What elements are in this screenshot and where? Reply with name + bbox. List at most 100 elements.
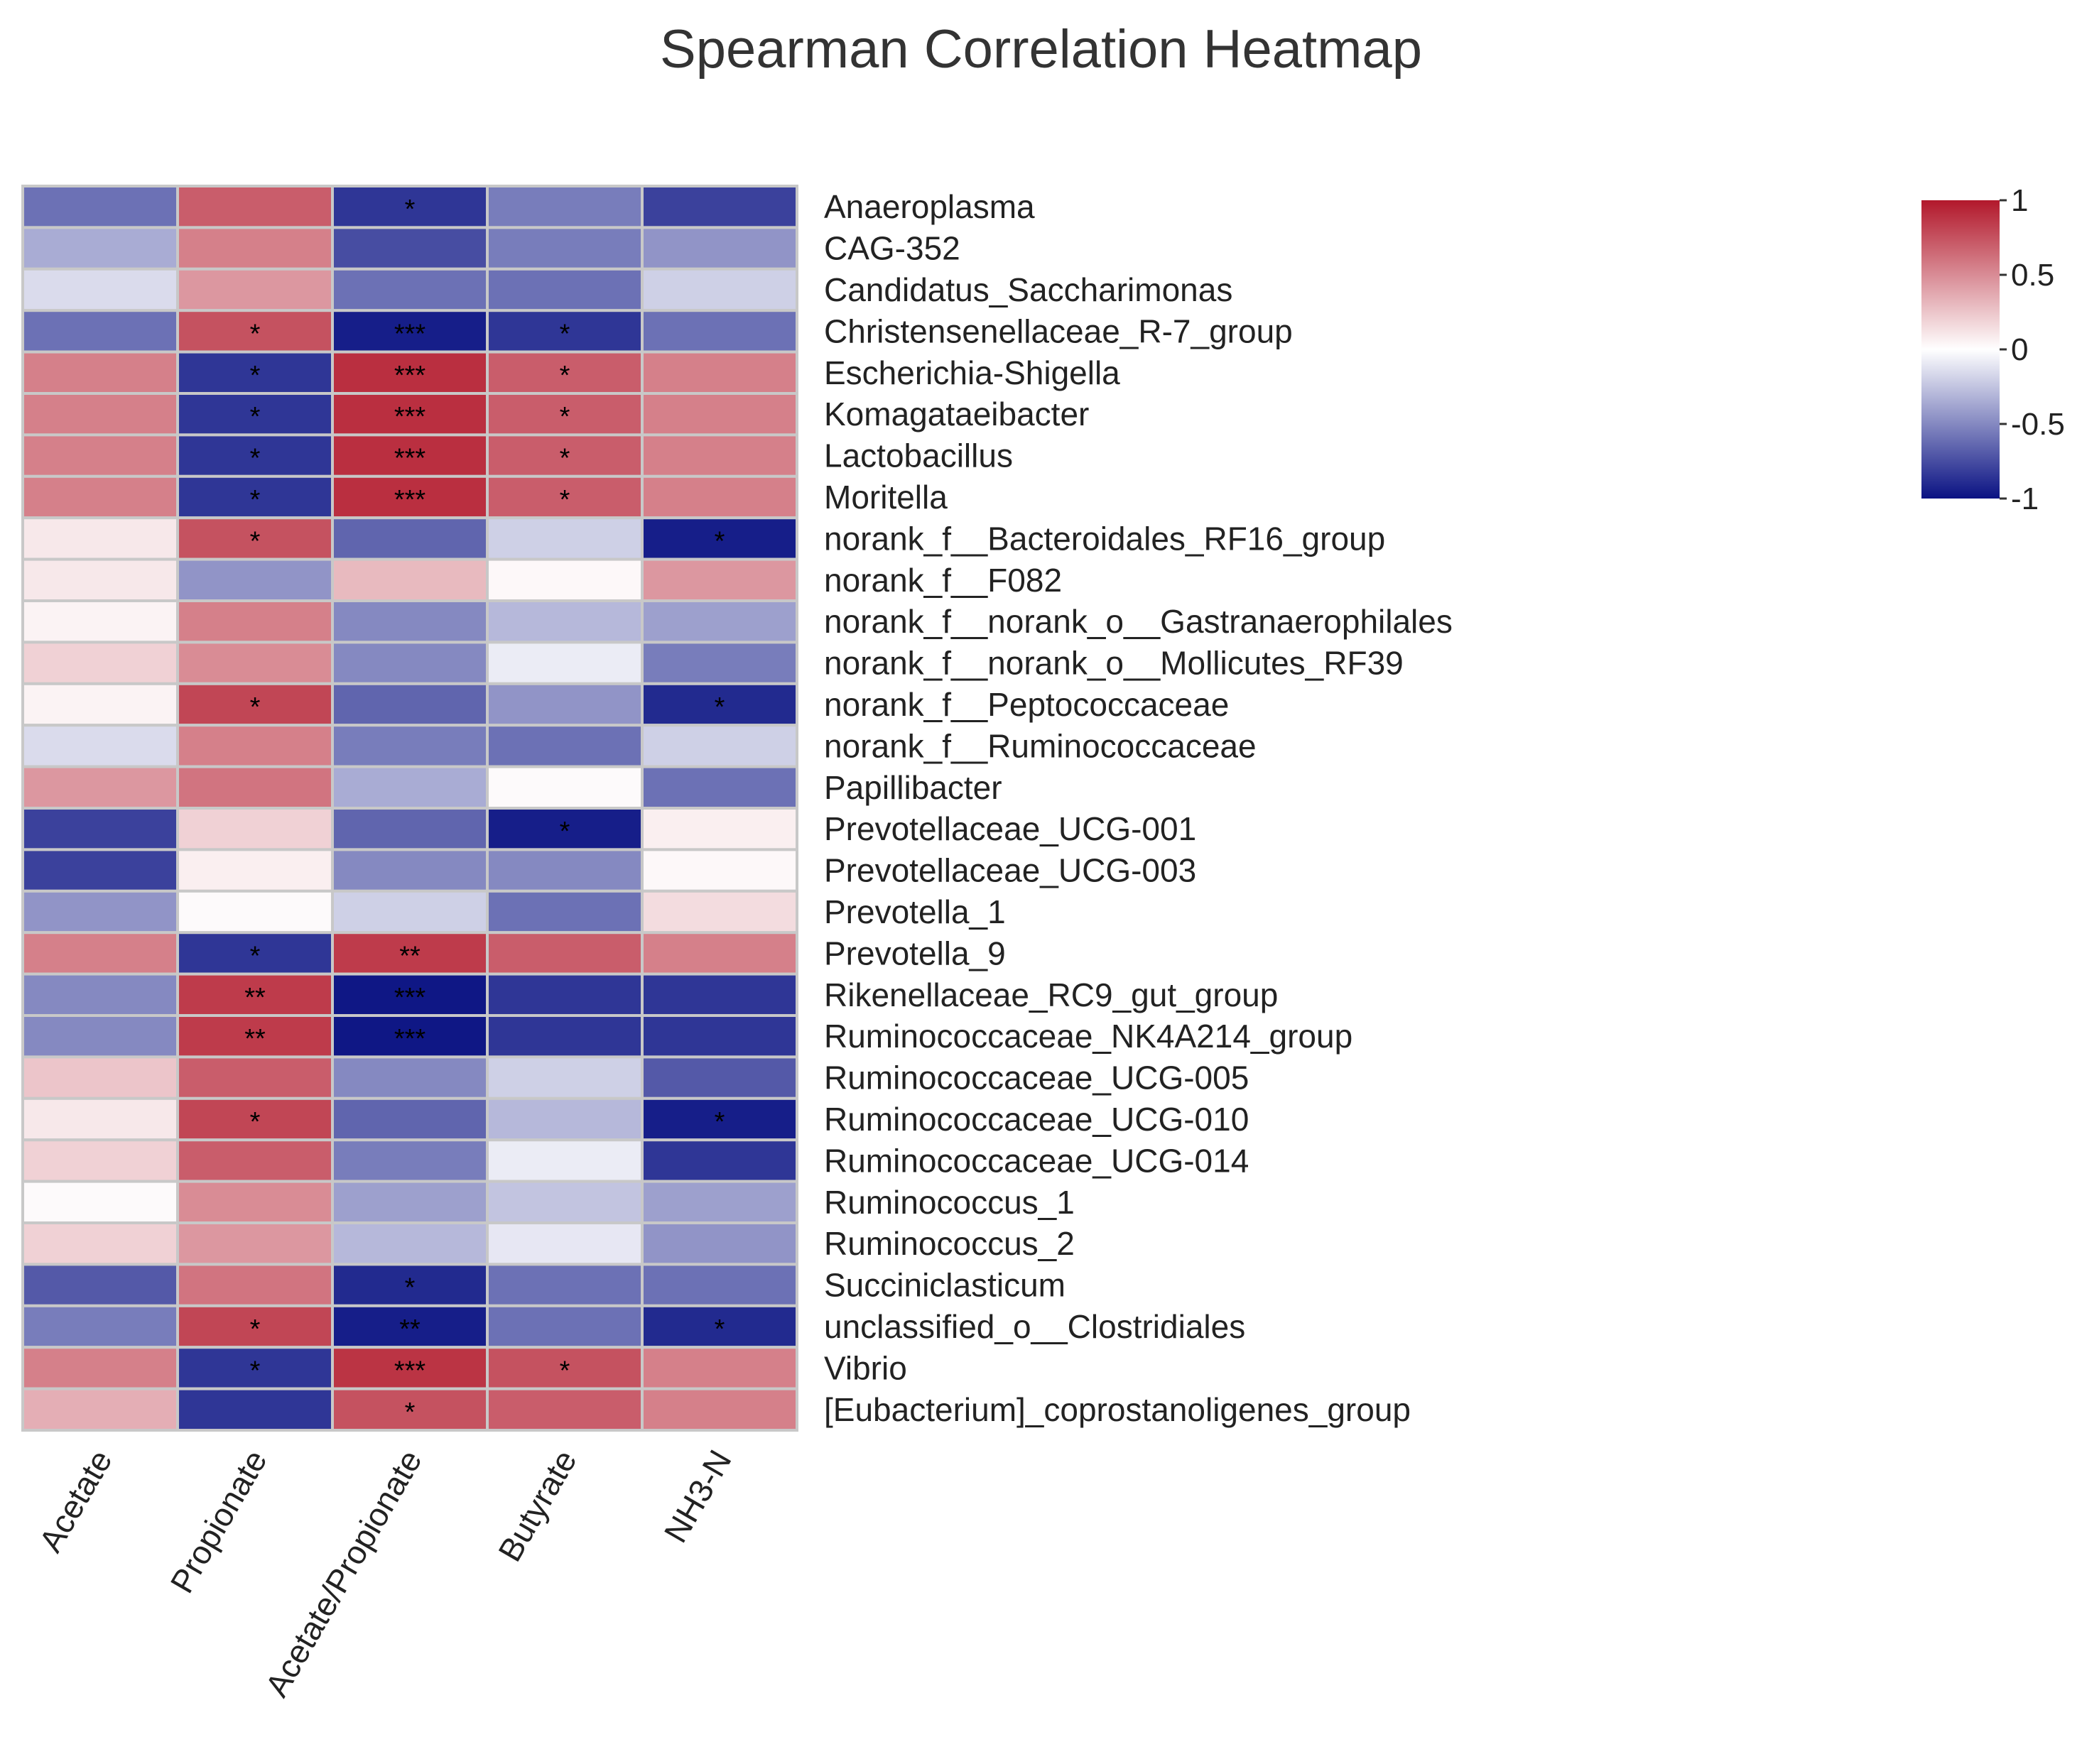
row-label: unclassified_o__Clostridiales: [824, 1308, 1245, 1345]
heatmap-cell: [641, 972, 798, 1017]
heatmap-cell: [641, 599, 798, 644]
row-label: Ruminococcaceae_NK4A214_group: [824, 1018, 1352, 1055]
significance-mark: *: [405, 1398, 416, 1427]
row-label: norank_f__Bacteroidales_RF16_group: [824, 520, 1385, 557]
heatmap-cell: [641, 848, 798, 893]
heatmap-cell: [331, 682, 489, 727]
heatmap-cell: [331, 641, 489, 685]
heatmap-cell: [21, 226, 179, 271]
heatmap-cell: [486, 557, 644, 602]
heatmap-cell: [641, 1055, 798, 1100]
heatmap-cell: [641, 433, 798, 478]
row-label: norank_f__Peptococcaceae: [824, 686, 1229, 723]
significance-mark: *: [560, 1356, 570, 1385]
colorbar-gradient: [1921, 200, 2000, 499]
heatmap-cell: [486, 1138, 644, 1183]
heatmap-cell: [641, 474, 798, 520]
heatmap-cell: [21, 1138, 179, 1183]
heatmap-cell: [641, 1263, 798, 1307]
heatmap-cell: [21, 599, 179, 644]
significance-mark: ***: [394, 402, 426, 432]
significance-mark: *: [250, 319, 261, 349]
heatmap-cell: [486, 1221, 644, 1266]
heatmap-cell: [176, 1387, 334, 1432]
heatmap-cell: [176, 1180, 334, 1224]
heatmap-cell: [641, 267, 798, 312]
heatmap-cell: [486, 350, 644, 396]
heatmap-cell: [486, 1180, 644, 1224]
significance-mark: *: [250, 1107, 261, 1137]
significance-mark: *: [560, 444, 570, 474]
heatmap-cell: [21, 1180, 179, 1224]
significance-mark: ***: [394, 1024, 426, 1054]
heatmap-cell: [331, 724, 489, 768]
heatmap-cell: [331, 848, 489, 893]
significance-mark: *: [715, 692, 725, 722]
colorbar-tick-label: -0.5: [2011, 407, 2065, 442]
heatmap-cell: [176, 1221, 334, 1266]
row-label: Prevotella_9: [824, 935, 1006, 971]
heatmap-cell: [331, 1180, 489, 1224]
row-label: Rikenellaceae_RC9_gut_group: [824, 976, 1278, 1013]
heatmap-cell: [641, 1138, 798, 1183]
heatmap-cell: [21, 641, 179, 685]
heatmap-cell: [176, 599, 334, 644]
heatmap-cell: [176, 1263, 334, 1307]
significance-mark: *: [250, 402, 261, 432]
heatmap-cell: [21, 185, 179, 229]
significance-mark: ***: [394, 319, 426, 349]
heatmap-cell: [21, 1096, 179, 1142]
heatmap-cell: [176, 557, 334, 602]
heatmap-cell: [176, 1055, 334, 1100]
row-label: Ruminococcus_1: [824, 1184, 1075, 1221]
heatmap-cell: [331, 1346, 489, 1390]
row-label: norank_f__norank_o__Gastranaerophilales: [824, 603, 1453, 640]
significance-mark: ***: [394, 485, 426, 515]
heatmap-cell: [331, 1221, 489, 1266]
heatmap-cell: [331, 1138, 489, 1183]
colorbar-tick-label: 1: [2011, 183, 2028, 218]
heatmap-cell: [21, 889, 179, 935]
column-label: Acetate: [32, 1444, 119, 1558]
heatmap-cell: [331, 185, 489, 229]
heatmap-cell: [21, 931, 179, 976]
heatmap-cell: [486, 972, 644, 1017]
row-label: Ruminococcaceae_UCG-014: [824, 1142, 1249, 1179]
heatmap-cell: [486, 226, 644, 271]
significance-mark: *: [250, 941, 261, 971]
heatmap-cell: [641, 350, 798, 396]
significance-mark: *: [250, 485, 261, 515]
heatmap-cell: [486, 1055, 644, 1100]
heatmap-cell: [331, 1263, 489, 1307]
heatmap-cell: [21, 807, 179, 851]
heatmap-cell: [331, 309, 489, 354]
row-label: Ruminococcus_2: [824, 1225, 1075, 1262]
heatmap-cell: [486, 641, 644, 685]
heatmap-cell: [21, 1346, 179, 1390]
row-label: Papillibacter: [824, 769, 1002, 806]
row-label: norank_f__Ruminococcaceae: [824, 727, 1257, 764]
heatmap-cell: [641, 1221, 798, 1266]
heatmap-cell: [21, 724, 179, 768]
row-label: norank_f__norank_o__Mollicutes_RF39: [824, 645, 1404, 682]
colorbar-tick-label: 0: [2011, 332, 2028, 367]
significance-mark: *: [560, 402, 570, 432]
significance-mark: *: [250, 692, 261, 722]
heatmap-cell: [641, 1387, 798, 1432]
heatmap-cell: [21, 309, 179, 354]
heatmap-cell: [331, 1387, 489, 1432]
heatmap-cell: [486, 807, 644, 851]
heatmap-cell: [331, 516, 489, 561]
significance-mark: *: [250, 444, 261, 474]
row-label: norank_f__F082: [824, 562, 1062, 599]
heatmap-cell: [176, 848, 334, 893]
heatmap-cell: [21, 848, 179, 893]
chart-title: Spearman Correlation Heatmap: [660, 19, 1422, 80]
heatmap-cell: [331, 557, 489, 602]
heatmap-cell: [331, 267, 489, 312]
significance-mark: ***: [394, 444, 426, 474]
heatmap-cell: [21, 1221, 179, 1266]
row-label: Ruminococcaceae_UCG-005: [824, 1060, 1249, 1096]
row-label: Prevotellaceae_UCG-001: [824, 810, 1196, 847]
